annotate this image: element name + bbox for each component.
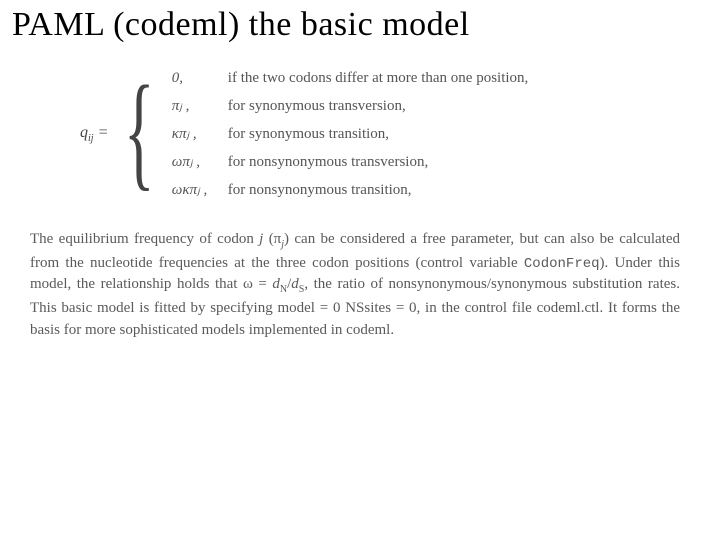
para-text: (π: [263, 231, 281, 247]
case-expr: πⱼ ,: [172, 96, 228, 115]
case-line: κπⱼ , for synonymous transition,: [172, 124, 529, 143]
case-line: πⱼ , for synonymous transversion,: [172, 96, 529, 115]
brace-icon: {: [124, 79, 156, 184]
cases-list: 0, if the two codons differ at more than…: [172, 70, 529, 199]
eq-lhs: qij =: [80, 124, 108, 144]
case-desc: for synonymous transition,: [228, 126, 389, 143]
case-desc: for nonsynonymous transversion,: [228, 154, 428, 171]
para-text: The equilibrium frequency of codon: [30, 231, 259, 247]
equation-row: qij = { 0, if the two codons differ at m…: [80, 70, 708, 199]
body-paragraph: The equilibrium frequency of codon j (πj…: [30, 229, 680, 341]
case-desc: for synonymous transversion,: [228, 98, 406, 115]
page-title: PAML (codeml) the basic model: [12, 6, 708, 44]
para-code: CodonFreq: [524, 256, 600, 272]
case-desc: if the two codons differ at more than on…: [228, 70, 529, 87]
slide: PAML (codeml) the basic model qij = { 0,…: [0, 0, 720, 540]
case-expr: ωκπⱼ ,: [172, 180, 228, 199]
case-line: 0, if the two codons differ at more than…: [172, 70, 529, 87]
case-expr: κπⱼ ,: [172, 124, 228, 143]
case-desc: for nonsynonymous transition,: [228, 182, 412, 199]
case-line: ωπⱼ , for nonsynonymous transversion,: [172, 152, 529, 171]
para-text-it: d: [291, 276, 299, 292]
eq-lhs-sym: q: [80, 124, 88, 141]
para-text-it: d: [272, 276, 280, 292]
equation-block: qij = { 0, if the two codons differ at m…: [12, 70, 708, 199]
case-line: ωκπⱼ , for nonsynonymous transition,: [172, 180, 529, 199]
case-expr: 0,: [172, 70, 228, 87]
case-expr: ωπⱼ ,: [172, 152, 228, 171]
eq-eq: =: [94, 124, 109, 141]
